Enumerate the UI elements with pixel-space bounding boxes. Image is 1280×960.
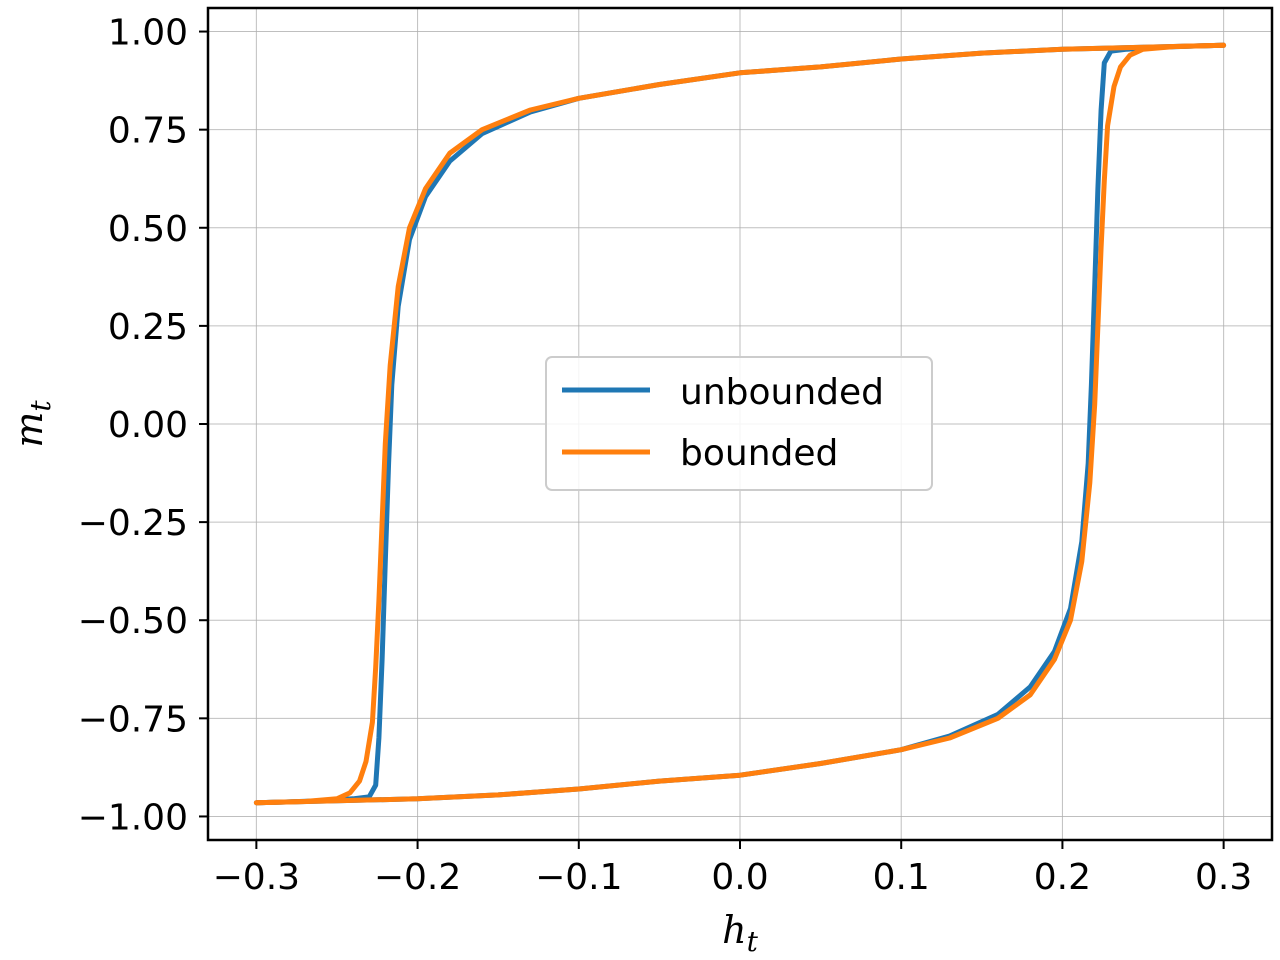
y-tick-label: 0.00 [108, 405, 188, 446]
y-tick-label: 0.25 [108, 307, 188, 348]
legend-label-unbounded: unbounded [680, 372, 884, 413]
legend-label-bounded: bounded [680, 433, 838, 474]
y-tick-label: 0.50 [108, 209, 188, 250]
x-tick-label: −0.3 [213, 857, 300, 898]
x-tick-label: −0.1 [535, 857, 622, 898]
y-axis-ticks: 1.00 0.75 0.50 0.25 0.00 −0.25 −0.50 −0.75 −1.00 [78, 13, 208, 838]
x-tick-label: 0.1 [873, 857, 930, 898]
y-tick-label: 1.00 [108, 13, 188, 54]
x-axis-ticks: −0.3 −0.2 −0.1 0.0 0.1 0.2 0.3 [213, 840, 1252, 898]
y-tick-label: −1.00 [78, 797, 188, 838]
series-line-bounded-lower-branch [253, 42, 1227, 806]
x-tick-label: 0.2 [1034, 857, 1091, 898]
y-axis-label: mt [7, 400, 57, 448]
legend: unbounded bounded [545, 356, 933, 491]
x-axis-label: ht [722, 908, 758, 958]
y-tick-label: 0.75 [108, 111, 188, 152]
y-tick-label: −0.75 [78, 699, 188, 740]
x-tick-label: 0.0 [711, 857, 768, 898]
x-tick-label: 0.3 [1195, 857, 1252, 898]
y-tick-label: −0.50 [78, 601, 188, 642]
x-tick-label: −0.2 [374, 857, 461, 898]
y-tick-label: −0.25 [78, 503, 188, 544]
series-layer [253, 42, 1227, 806]
series-line-bounded-upper-branch [253, 42, 1227, 806]
